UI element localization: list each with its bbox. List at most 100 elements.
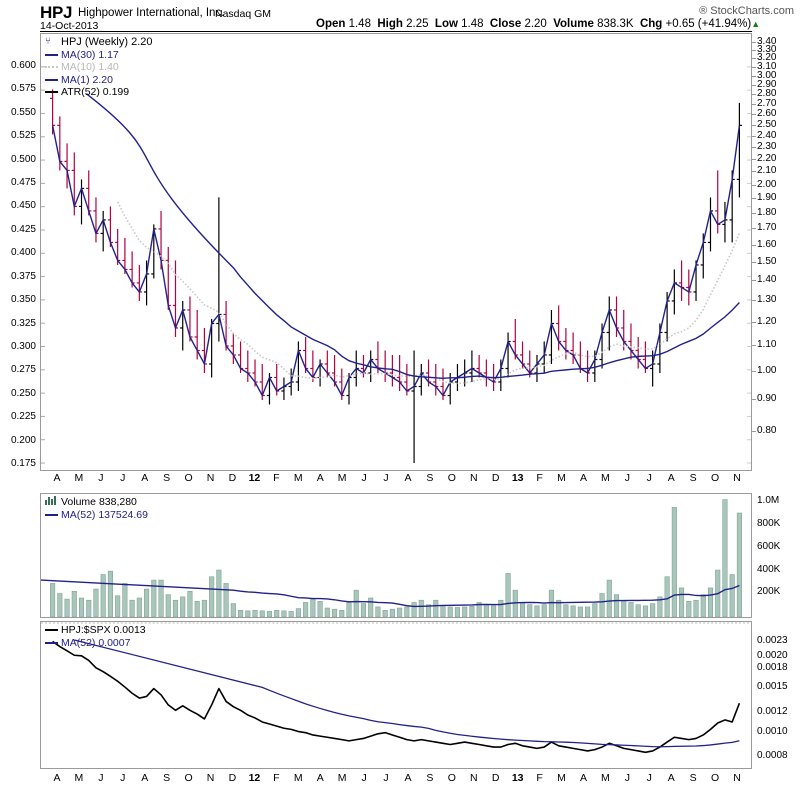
- x-axis-month-label: A: [53, 772, 61, 784]
- axis-tick-mark: [752, 399, 756, 401]
- axis-tick-label: 0.425: [10, 223, 36, 235]
- axis-tick-label: 0.600: [10, 60, 36, 71]
- company-name: Highpower International, Inc.: [78, 7, 225, 19]
- axis-tick-label: 3.00: [757, 69, 777, 81]
- x-axis-month-label: 13: [511, 772, 524, 784]
- axis-tick-mark: [752, 228, 756, 230]
- axis-tick-mark: [752, 370, 756, 372]
- ratio-chart-panel[interactable]: HPJ:$SPX 0.0013 MA(52) 0.0007: [40, 621, 752, 769]
- axis-tick-label: 0.475: [10, 177, 36, 189]
- legend-row: MA(52) 0.0007: [45, 637, 146, 650]
- chart-type-icon: ⑂: [45, 36, 51, 47]
- axis-tick-label: 1.60: [757, 238, 777, 250]
- x-axis-month-label: O: [711, 772, 720, 784]
- x-axis-month-label: M: [557, 772, 566, 784]
- close-label: Close: [489, 18, 522, 30]
- legend-label: MA(1) 2.20: [61, 73, 113, 86]
- legend-label: Volume 838,280: [61, 496, 137, 508]
- volume-legend: Volume 838,280 MA(52) 137524.69: [45, 496, 148, 521]
- x-axis-month-label: M: [601, 772, 610, 784]
- low-label: Low: [434, 18, 458, 30]
- x-axis-month-label: J: [98, 472, 104, 484]
- open-value: 1.48: [348, 18, 371, 30]
- x-axis-month-label: A: [53, 472, 61, 484]
- axis-tick-mark: [752, 94, 756, 96]
- legend-row: MA(10) 1.40: [45, 61, 153, 74]
- axis-tick-label: 0.350: [10, 294, 36, 306]
- axis-tick-mark: [752, 300, 756, 302]
- axis-tick-label: 0.275: [10, 364, 36, 376]
- x-axis-month-label: O: [447, 772, 456, 784]
- high-value: 2.25: [406, 18, 429, 30]
- x-axis-month-label: A: [579, 472, 587, 484]
- open-label: Open: [316, 18, 346, 30]
- axis-tick-label: 3.10: [757, 60, 777, 72]
- price-legend: ⑂ HPJ (Weekly) 2.20 MA(30) 1.17 MA(10) 1.40…: [45, 36, 153, 99]
- axis-tick-label: 2.90: [757, 78, 777, 90]
- ticker-symbol: HPJ: [40, 3, 73, 22]
- x-axis-month-label: D: [228, 772, 237, 784]
- axis-tick-mark: [752, 75, 756, 77]
- blue-line-swatch-icon: [45, 53, 58, 56]
- axis-tick-mark: [752, 49, 756, 51]
- axis-tick-mark: [752, 147, 756, 148]
- axis-tick-label: 0.175: [10, 458, 36, 469]
- x-axis-month-label: N: [469, 472, 478, 484]
- legend-label: ATR(52) 0.199: [61, 86, 130, 98]
- axis-tick-label: 2.30: [757, 141, 777, 152]
- legend-row: ⑂ HPJ (Weekly) 2.20: [45, 36, 153, 49]
- axis-tick-mark: [752, 58, 756, 60]
- x-axis-month-label: F: [273, 472, 280, 484]
- axis-tick-label: 1.70: [757, 222, 777, 234]
- axis-tick-label: 0.225: [10, 411, 36, 423]
- x-axis-month-label: A: [667, 472, 675, 484]
- black-line-swatch-icon: [45, 629, 58, 632]
- axis-tick-mark: [752, 244, 756, 246]
- legend-row: ATR(52) 0.199: [45, 86, 153, 99]
- legend-label: HPJ (Weekly) 2.20: [61, 36, 153, 48]
- legend-label: MA(52) 0.0007: [61, 636, 131, 649]
- x-axis-month-label: A: [579, 772, 587, 784]
- x-axis-month-label: S: [163, 472, 171, 484]
- axis-tick-label: 0.550: [10, 106, 36, 118]
- axis-tick-mark: [752, 41, 756, 43]
- x-axis-month-label: M: [293, 772, 303, 784]
- x-axis-month-label: J: [383, 472, 389, 484]
- price-plot: [41, 66, 751, 464]
- ratio-legend: HPJ:$SPX 0.0013 MA(52) 0.0007: [45, 624, 146, 649]
- legend-label: HPJ:$SPX 0.0013: [61, 624, 146, 636]
- axis-tick-label: 400K: [757, 563, 781, 575]
- price-chart-panel[interactable]: ⑂ HPJ (Weekly) 2.20 MA(30) 1.17 MA(10) 1.40…: [40, 33, 752, 471]
- axis-tick-label: 0.0010: [757, 725, 788, 737]
- axis-tick-mark: [752, 184, 756, 186]
- x-axis-month-label: O: [711, 472, 720, 484]
- x-axis-month-label: J: [646, 772, 652, 784]
- axis-tick-label: 0.90: [757, 393, 777, 405]
- axis-tick-label: 0.0008: [757, 749, 788, 761]
- x-axis-month-label: M: [74, 472, 84, 484]
- x-axis-month-label: N: [206, 772, 215, 784]
- x-axis-month-label: D: [228, 472, 237, 484]
- high-label: High: [377, 18, 403, 30]
- volume-label: Volume: [553, 18, 594, 30]
- axis-tick-label: 200K: [757, 586, 781, 598]
- axis-tick-label: 1.30: [757, 294, 777, 306]
- axis-tick-label: 2.20: [757, 152, 777, 164]
- axis-tick-label: 2.50: [757, 118, 777, 130]
- axis-tick-mark: [752, 171, 756, 173]
- axis-tick-label: 2.70: [757, 97, 777, 109]
- stockcharts-brand: ® StockCharts.com: [699, 5, 794, 17]
- quote-date: 14-Oct-2013: [40, 20, 99, 32]
- axis-tick-label: 0.0012: [757, 705, 788, 717]
- axis-tick-mark: [752, 430, 756, 432]
- x-axis-month-label: A: [316, 472, 324, 484]
- axis-tick-label: 0.0015: [757, 681, 788, 693]
- volume-chart-panel[interactable]: Volume 838,280 MA(52) 137524.69: [40, 493, 752, 618]
- axis-tick-label: 1.50: [757, 255, 777, 267]
- axis-tick-label: 0.450: [10, 200, 36, 212]
- x-axis-month-label: O: [184, 472, 193, 484]
- x-axis-month-label: A: [667, 772, 675, 784]
- axis-tick-label: 0.375: [10, 270, 36, 282]
- legend-row: Volume 838,280: [45, 496, 148, 509]
- axis-tick-label: 0.200: [10, 434, 36, 446]
